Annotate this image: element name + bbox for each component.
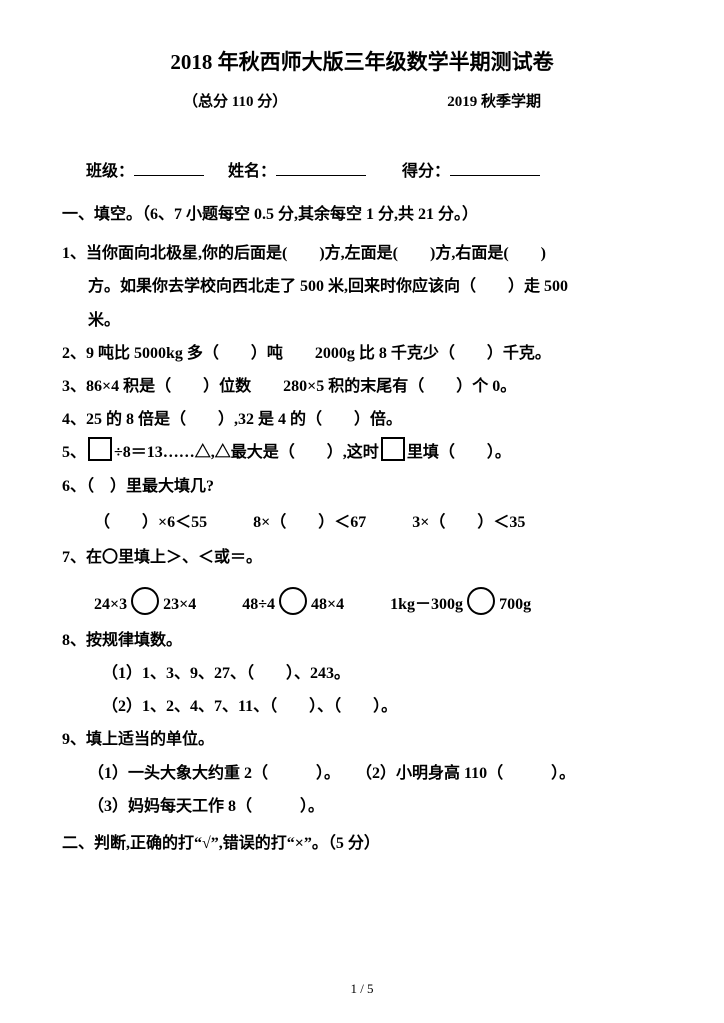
- q2: 2、9 吨比 5000kg 多（ ）吨 2000g 比 8 千克少（ ）千克。: [62, 338, 662, 369]
- q8-b: （2）1、2、4、7、11、（ ）、（ ）。: [62, 691, 662, 722]
- q5-mid: ÷8＝13……△,△最大是（ ）,这时: [114, 444, 379, 461]
- q6-b: 8×（ ）＜67: [253, 508, 366, 532]
- q9-a: （1）一头大象大约重 2（ ）。 （2）小明身高 110（ ）。: [62, 758, 662, 789]
- q9-b: （3）妈妈每天工作 8（ ）。: [62, 791, 662, 822]
- q5-prefix: 5、: [62, 444, 86, 461]
- name-blank[interactable]: [276, 159, 366, 176]
- q7a-left: 24×3: [94, 596, 127, 613]
- q6-a: （ ）×6＜55: [94, 508, 207, 532]
- name-label: 姓名：: [228, 163, 276, 180]
- page-number: 1 / 5: [0, 981, 724, 997]
- compare-circle-icon[interactable]: [131, 587, 159, 615]
- q8-a: （1）1、3、9、27、（ ）、243。: [62, 658, 662, 689]
- q7b-left: 48÷4: [242, 596, 275, 613]
- q6-row: （ ）×6＜55 8×（ ）＜67 3×（ ）＜35: [62, 508, 662, 532]
- subtitle-row: （总分 110 分） 2019 秋季学期: [62, 90, 662, 111]
- q7b-right: 48×4: [311, 596, 344, 613]
- exam-title: 2018 年秋西师大版三年级数学半期测试卷: [62, 46, 662, 76]
- q7a-right: 23×4: [163, 596, 196, 613]
- q7-row: 24×3 23×4 48÷4 48×4 1kg－300g 700g: [62, 587, 662, 615]
- compare-circle-icon[interactable]: [279, 587, 307, 615]
- student-info-row: 班级： 姓名： 得分：: [62, 157, 662, 181]
- q7c-left: 1kg－300g: [390, 596, 463, 613]
- q5: 5、 ÷8＝13……△,△最大是（ ）,这时 里填（ ）。: [62, 437, 662, 468]
- q7-a: 24×3 23×4: [94, 587, 196, 615]
- blank-box-icon[interactable]: [88, 437, 112, 461]
- section-1-head: 一、填空。（6、7 小题每空 0.5 分,其余每空 1 分,共 21 分。）: [62, 199, 662, 230]
- q1-line1: 1、当你面向北极星,你的后面是( )方,左面是( )方,右面是( ): [62, 238, 662, 269]
- q7c-right: 700g: [499, 596, 531, 613]
- section-2-head: 二、判断,正确的打“√”,错误的打“×”。（5 分）: [62, 828, 662, 859]
- q3: 3、86×4 积是（ ）位数 280×5 积的末尾有（ ）个 0。: [62, 371, 662, 402]
- score-label: 得分：: [402, 163, 450, 180]
- page: 2018 年秋西师大版三年级数学半期测试卷 （总分 110 分） 2019 秋季…: [0, 0, 724, 1023]
- total-score-label: （总分 110 分）: [183, 90, 287, 111]
- q8-head: 8、按规律填数。: [62, 625, 662, 656]
- q9-head: 9、填上适当的单位。: [62, 724, 662, 755]
- q7-c: 1kg－300g 700g: [390, 587, 531, 615]
- term-label: 2019 秋季学期: [447, 90, 541, 111]
- q4: 4、25 的 8 倍是（ ）,32 是 4 的（ ）倍。: [62, 404, 662, 435]
- q6-c: 3×（ ）＜35: [412, 508, 525, 532]
- q6-head: 6、（ ）里最大填几?: [62, 471, 662, 502]
- q1-line2: 方。如果你去学校向西北走了 500 米,回来时你应该向（ ）走 500: [62, 271, 662, 302]
- q7-head: 7、在〇里填上＞、＜或＝。: [62, 542, 662, 573]
- class-blank[interactable]: [134, 159, 204, 176]
- compare-circle-icon[interactable]: [467, 587, 495, 615]
- class-label: 班级：: [86, 163, 134, 180]
- score-blank[interactable]: [450, 159, 540, 176]
- blank-box-icon[interactable]: [381, 437, 405, 461]
- q7-b: 48÷4 48×4: [242, 587, 344, 615]
- q1-line3: 米。: [62, 305, 662, 336]
- q5-suffix: 里填（ ）。: [407, 444, 511, 461]
